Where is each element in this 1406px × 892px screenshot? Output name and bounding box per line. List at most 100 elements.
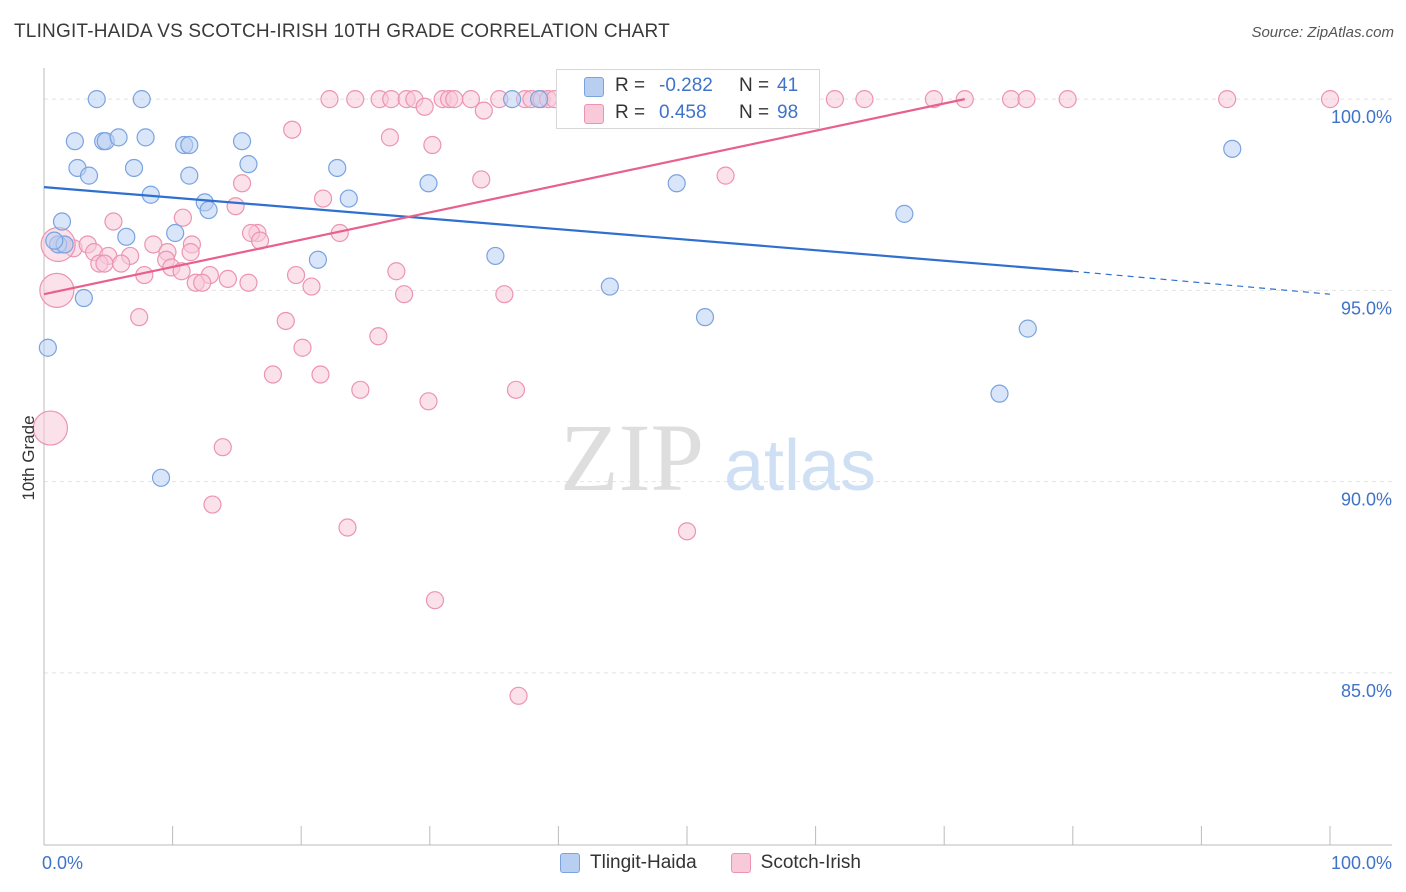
data-point bbox=[328, 158, 347, 178]
data-point bbox=[1320, 90, 1340, 109]
data-point bbox=[173, 208, 192, 227]
data-point bbox=[302, 277, 321, 296]
legend: Tlingit-Haida Scotch-Irish bbox=[560, 852, 861, 874]
points-tlingit-haida bbox=[38, 90, 1242, 487]
data-point-large bbox=[32, 410, 69, 446]
data-point bbox=[486, 246, 505, 266]
data-point bbox=[503, 90, 522, 109]
data-point bbox=[320, 90, 339, 109]
data-point bbox=[283, 120, 302, 139]
data-point bbox=[382, 90, 401, 109]
data-point bbox=[239, 273, 258, 292]
legend-swatch-pink bbox=[730, 853, 751, 873]
data-point bbox=[339, 189, 358, 208]
data-point bbox=[924, 90, 944, 109]
r-value: 0.458 bbox=[659, 102, 707, 123]
gridlines bbox=[44, 98, 1392, 674]
data-point bbox=[65, 132, 84, 151]
trend-line-scotch-irish bbox=[43, 98, 966, 296]
r-value: -0.282 bbox=[659, 75, 713, 96]
data-point bbox=[232, 132, 252, 151]
data-point bbox=[990, 384, 1009, 403]
n-value: 98 bbox=[777, 102, 799, 123]
data-point bbox=[677, 522, 697, 541]
data-point bbox=[419, 174, 438, 193]
data-point bbox=[45, 231, 64, 250]
data-point bbox=[369, 327, 388, 346]
data-point bbox=[263, 365, 283, 384]
data-point bbox=[338, 518, 357, 537]
r-label: R = bbox=[615, 75, 646, 96]
data-point bbox=[38, 338, 57, 357]
y-tick-label: 95.0% bbox=[1341, 298, 1392, 318]
data-point bbox=[419, 392, 438, 411]
data-point bbox=[52, 212, 72, 231]
data-point bbox=[415, 97, 434, 116]
data-point bbox=[506, 380, 526, 399]
y-axis-label: 10th Grade bbox=[19, 415, 38, 500]
data-point bbox=[716, 166, 735, 185]
data-point bbox=[394, 285, 414, 304]
stats-swatch-blue bbox=[584, 77, 604, 97]
data-point bbox=[136, 128, 155, 147]
data-point bbox=[130, 308, 149, 327]
data-point bbox=[87, 90, 106, 109]
data-point bbox=[530, 90, 549, 109]
n-value: 41 bbox=[777, 75, 799, 96]
data-point bbox=[151, 468, 171, 487]
data-point bbox=[380, 128, 400, 147]
data-point bbox=[193, 273, 212, 292]
chart-title: TLINGIT-HAIDA VS SCOTCH-IRISH 10TH GRADE… bbox=[14, 21, 670, 42]
data-point bbox=[109, 128, 128, 147]
data-point bbox=[423, 135, 442, 155]
data-point bbox=[232, 174, 252, 193]
stats-row-scotch-irish: R = 0.458 N = 98 bbox=[615, 102, 798, 124]
data-point bbox=[203, 495, 222, 514]
data-point bbox=[495, 285, 514, 304]
data-point bbox=[74, 288, 93, 308]
trend-lines bbox=[43, 98, 1331, 296]
data-point bbox=[1218, 90, 1237, 109]
data-point bbox=[199, 200, 218, 220]
y-tick-label: 90.0% bbox=[1341, 490, 1392, 510]
points-scotch-irish bbox=[32, 90, 1340, 705]
data-point bbox=[276, 311, 295, 331]
stats-box: R = -0.282 N = 41 R = 0.458 N = 98 bbox=[556, 69, 820, 129]
legend-label: Scotch-Irish bbox=[760, 852, 861, 873]
data-point bbox=[104, 212, 123, 231]
source-label: Source: ZipAtlas.com bbox=[1251, 24, 1394, 41]
data-point bbox=[308, 250, 328, 269]
watermark-zip: ZIP bbox=[560, 404, 704, 511]
data-point bbox=[112, 254, 131, 273]
data-point bbox=[472, 170, 491, 189]
data-point bbox=[474, 101, 493, 120]
data-point bbox=[180, 135, 199, 155]
data-point bbox=[180, 166, 199, 185]
data-point bbox=[346, 90, 365, 109]
x-tick-label: 0.0% bbox=[42, 853, 83, 873]
stats-row-tlingit-haida: R = -0.282 N = 41 bbox=[615, 75, 798, 97]
data-point bbox=[387, 262, 406, 281]
legend-swatch-blue bbox=[560, 853, 580, 873]
data-point bbox=[313, 189, 333, 208]
data-point bbox=[1017, 90, 1036, 109]
legend-item-tlingit-haida[interactable]: Tlingit-Haida bbox=[560, 852, 697, 874]
data-point bbox=[95, 254, 114, 273]
data-point bbox=[132, 90, 151, 109]
data-point bbox=[226, 197, 245, 216]
data-point bbox=[1058, 90, 1077, 109]
r-label: R = bbox=[615, 102, 646, 123]
data-point bbox=[855, 90, 874, 109]
data-point bbox=[286, 265, 306, 285]
x-tick-label: 100.0% bbox=[1331, 853, 1392, 873]
y-tick-label: 85.0% bbox=[1341, 681, 1392, 701]
data-point bbox=[445, 90, 464, 109]
data-point bbox=[293, 338, 312, 357]
data-point bbox=[461, 90, 481, 109]
data-point bbox=[600, 277, 619, 296]
legend-item-scotch-irish[interactable]: Scotch-Irish bbox=[730, 852, 861, 874]
data-point bbox=[213, 438, 232, 457]
data-point bbox=[351, 380, 370, 399]
data-point bbox=[166, 223, 185, 243]
